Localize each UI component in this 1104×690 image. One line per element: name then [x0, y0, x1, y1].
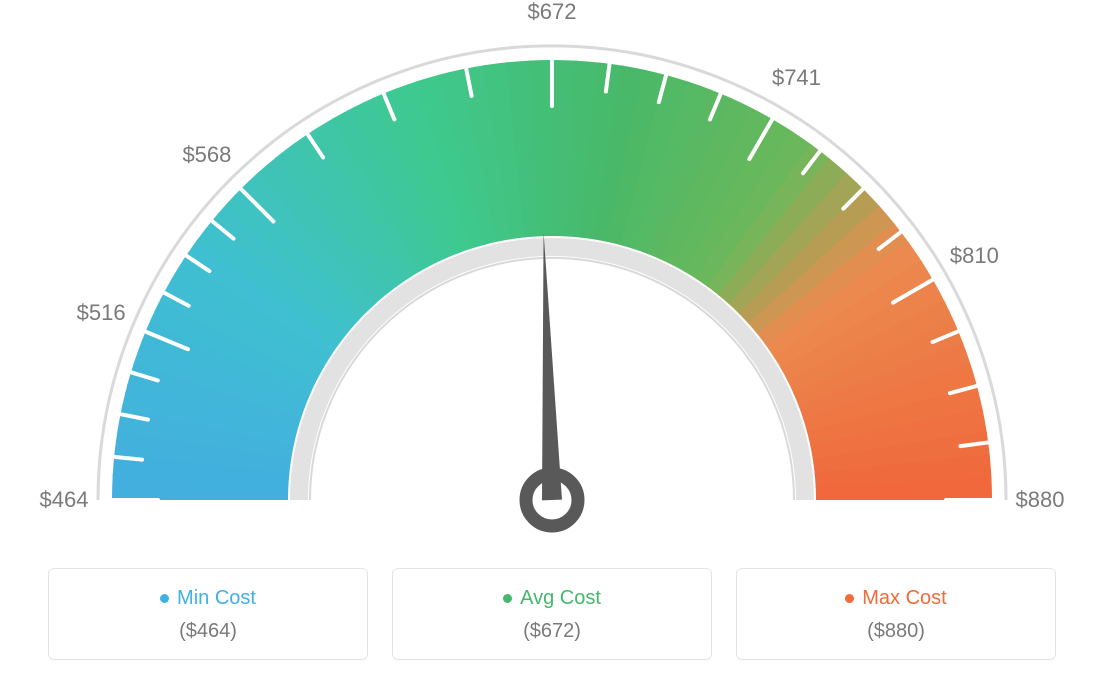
legend-card-avg: Avg Cost ($672): [392, 568, 712, 660]
cost-gauge: $464 $516 $568 $672 $741 $810 $880: [0, 0, 1104, 560]
gauge-tick-label: $880: [1016, 487, 1065, 513]
gauge-tick-label: $568: [182, 142, 231, 168]
legend-title-avg: Avg Cost: [503, 587, 601, 610]
dot-min-icon: [160, 594, 169, 603]
dot-avg-icon: [503, 594, 512, 603]
legend-value-max: ($880): [747, 620, 1045, 643]
gauge-tick-label: $810: [950, 243, 999, 269]
legend-label-min: Min Cost: [177, 587, 256, 610]
legend-card-max: Max Cost ($880): [736, 568, 1056, 660]
gauge-svg: [0, 0, 1104, 560]
legend-value-avg: ($672): [403, 620, 701, 643]
legend-row: Min Cost ($464) Avg Cost ($672) Max Cost…: [0, 568, 1104, 660]
dot-max-icon: [845, 594, 854, 603]
legend-title-min: Min Cost: [160, 587, 256, 610]
gauge-tick-label: $741: [772, 65, 821, 91]
gauge-tick-label: $464: [40, 487, 89, 513]
gauge-tick-label: $516: [77, 300, 126, 326]
legend-label-avg: Avg Cost: [520, 587, 601, 610]
legend-label-max: Max Cost: [862, 587, 946, 610]
legend-value-min: ($464): [59, 620, 357, 643]
legend-card-min: Min Cost ($464): [48, 568, 368, 660]
legend-title-max: Max Cost: [845, 587, 946, 610]
gauge-tick-label: $672: [528, 0, 577, 25]
